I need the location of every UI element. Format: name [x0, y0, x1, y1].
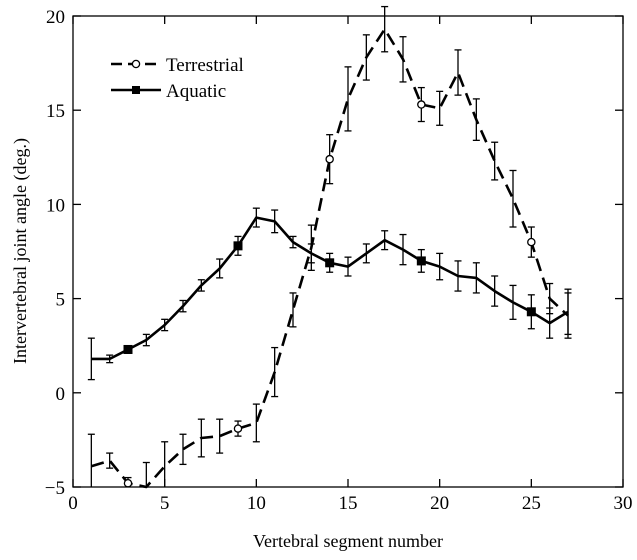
error-bar	[216, 418, 224, 454]
error-bar	[142, 461, 150, 487]
series-terrestrial	[87, 5, 572, 489]
series-line	[91, 216, 569, 361]
error-bar	[436, 90, 444, 126]
x-tick-label: 5	[160, 493, 170, 514]
legend-terrestrial-marker	[131, 59, 141, 69]
x-tick-label: 15	[339, 493, 358, 514]
error-bar	[509, 169, 517, 228]
error-bar	[491, 141, 499, 181]
data-point	[416, 256, 426, 266]
legend-aquatic-marker	[132, 86, 140, 94]
data-point	[123, 344, 133, 354]
error-bar	[381, 5, 389, 53]
error-bar	[454, 49, 462, 96]
axis-ticks	[72, 15, 624, 488]
x-tick-label: 20	[430, 493, 449, 514]
series-layer	[87, 5, 572, 489]
error-bar	[344, 66, 352, 132]
data-point	[527, 237, 536, 247]
data-point	[325, 154, 334, 164]
error-bar	[87, 433, 95, 487]
y-tick-label: 20	[46, 7, 65, 28]
y-tick-label: −5	[45, 478, 65, 499]
legend: Terrestrial Aquatic	[111, 55, 244, 102]
x-axis-title: Vertebral segment number	[253, 531, 443, 551]
error-bar	[106, 452, 114, 469]
y-axis-title: Intervertebral joint angle (deg.)	[10, 138, 31, 364]
error-bar	[252, 403, 260, 443]
x-tick-label: 30	[614, 493, 633, 514]
data-point	[325, 258, 335, 268]
y-tick-label: 5	[56, 290, 66, 311]
data-point	[123, 478, 133, 488]
y-tick-label: 10	[46, 195, 65, 216]
error-bar	[179, 433, 187, 466]
legend-terrestrial-label: Terrestrial	[166, 55, 244, 76]
series-aquatic	[87, 207, 572, 381]
x-tick-label: 0	[68, 493, 78, 514]
legend-aquatic-label: Aquatic	[166, 81, 226, 102]
error-bar	[289, 292, 297, 328]
y-tick-label: 0	[56, 384, 66, 405]
data-point	[417, 100, 426, 109]
data-point	[233, 241, 243, 251]
data-point	[233, 424, 243, 433]
x-tick-label: 10	[247, 493, 266, 514]
y-tick-label: 15	[46, 101, 65, 122]
x-tick-label: 25	[522, 493, 541, 514]
error-bar	[161, 441, 169, 487]
error-bar	[564, 288, 572, 336]
data-point	[526, 307, 536, 317]
